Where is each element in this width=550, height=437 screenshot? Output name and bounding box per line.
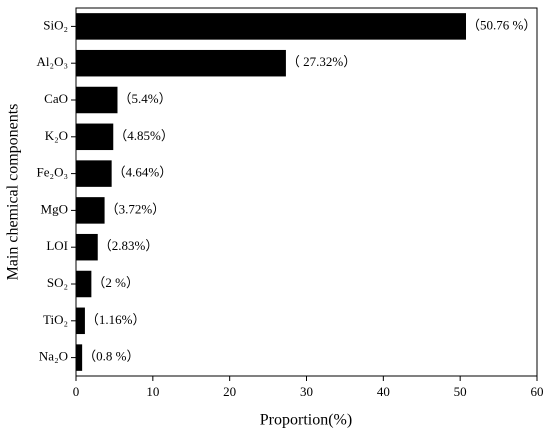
y-tick-label: MgO	[41, 201, 68, 216]
x-tick-label: 40	[377, 384, 390, 399]
y-tick-label: Fe₂O₃	[37, 165, 68, 180]
y-tick-label: CaO	[44, 91, 68, 106]
value-label: （1.16%）	[86, 312, 146, 327]
x-tick-label: 60	[531, 384, 544, 399]
y-tick-label: Al₂O₃	[37, 54, 68, 69]
bar	[76, 86, 118, 114]
value-label: （0.8 %）	[83, 349, 139, 364]
x-tick-label: 50	[454, 384, 467, 399]
bar	[76, 49, 286, 77]
value-label: （50.76 %）	[467, 17, 536, 32]
y-tick-label: Na₂O	[39, 349, 68, 364]
x-tick-label: 30	[300, 384, 313, 399]
value-label: （ 27.32%）	[287, 54, 356, 69]
bar	[76, 197, 105, 224]
value-label: （4.85%）	[114, 128, 174, 143]
bar	[76, 344, 83, 371]
value-label: （4.64%）	[113, 165, 173, 180]
y-tick-label: TiO₂	[43, 312, 68, 327]
x-tick-label: 20	[223, 384, 236, 399]
y-tick-label: K₂O	[45, 128, 68, 143]
value-label: （2.83%）	[99, 238, 159, 253]
bar	[76, 160, 112, 187]
y-tick-label: LOI	[46, 238, 68, 253]
bar	[76, 307, 85, 335]
y-tick-label: SO₂	[47, 275, 68, 290]
y-axis-label: Main chemical components	[5, 104, 22, 281]
x-tick-label: 0	[73, 384, 80, 399]
value-label: （5.4%）	[118, 91, 171, 106]
bar	[76, 270, 92, 298]
value-label: （2 %）	[92, 275, 139, 290]
value-label: （3.72%）	[106, 201, 166, 216]
bar	[76, 123, 114, 151]
bar	[76, 13, 467, 40]
y-tick-label: SiO₂	[43, 17, 68, 32]
x-tick-label: 10	[146, 384, 159, 399]
x-axis-label: Proportion(%)	[260, 412, 352, 429]
bar	[76, 233, 98, 261]
